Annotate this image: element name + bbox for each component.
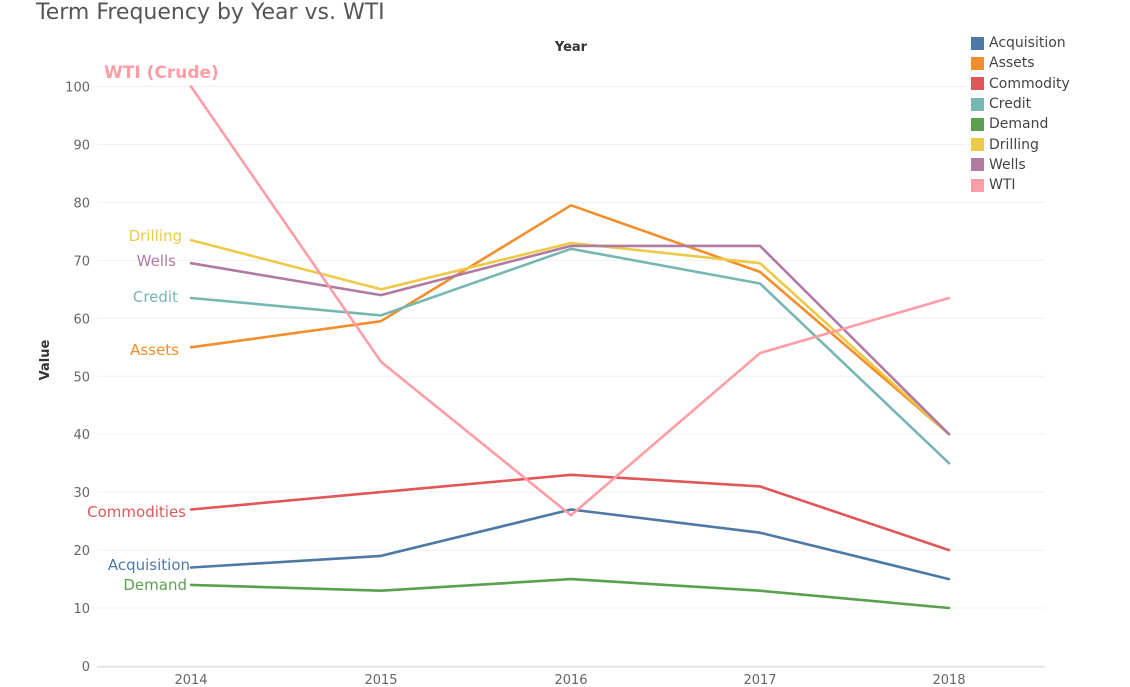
legend-label: Credit [989, 96, 1032, 113]
legend-label: Assets [989, 55, 1035, 72]
legend-label: Drilling [989, 136, 1039, 153]
x-axis-title: Year [554, 40, 588, 55]
legend-label: WTI [989, 177, 1016, 194]
y-axis-title: Value [38, 339, 53, 380]
x-tick-label: 2018 [932, 673, 965, 687]
series-labels: Acquisition Assets Commodities Credit Demand… [87, 63, 219, 594]
y-tick-label: 50 [73, 370, 90, 385]
legend-label: Acquisition [989, 35, 1066, 52]
y-tick-label: 70 [73, 254, 90, 269]
legend-item-demand[interactable]: Demand [966, 114, 1096, 134]
y-tick-label: 40 [73, 428, 90, 443]
y-tick-label: 30 [73, 486, 90, 501]
series-label-drilling: Drilling [129, 227, 182, 245]
x-tick-label: 2014 [174, 673, 207, 687]
series-lines [189, 85, 951, 610]
legend: Acquisition Assets Commodity Credit Demand Dr… [966, 33, 1096, 196]
y-tick-label: 0 [82, 660, 90, 675]
series-label-assets: Assets [130, 341, 179, 359]
series-label-credit: Credit [133, 288, 178, 306]
legend-swatch [971, 117, 984, 131]
chart-title: Term Frequency by Year vs. WTI [36, 0, 385, 25]
gridlines [97, 86, 1045, 667]
series-line-assets [189, 204, 951, 436]
legend-item-drilling[interactable]: Drilling [966, 134, 1096, 154]
legend-swatch [971, 77, 984, 91]
legend-swatch [971, 138, 984, 152]
legend-label: Demand [989, 116, 1049, 133]
y-tick-label: 80 [73, 196, 90, 211]
y-tick-label: 10 [73, 602, 90, 617]
x-tick-label: 2015 [364, 673, 397, 687]
series-label-wti: WTI (Crude) [104, 63, 219, 83]
series-line-acquisition [189, 508, 951, 581]
legend-item-commodity[interactable]: Commodity [966, 74, 1096, 94]
series-label-acquisition: Acquisition [108, 556, 190, 574]
series-line-drilling [189, 238, 951, 436]
legend-label: Commodity [989, 75, 1070, 92]
axes: 0 10 20 30 40 50 60 70 80 90 100 2014 2015 2016 2017 20… [38, 40, 1045, 687]
legend-swatch [971, 178, 984, 192]
legend-item-credit[interactable]: Credit [966, 94, 1096, 114]
legend-item-wells[interactable]: Wells [966, 155, 1096, 175]
legend-swatch [971, 56, 984, 70]
x-tick-label: 2016 [554, 673, 587, 687]
y-tick-label: 90 [73, 138, 90, 153]
series-line-commodity [189, 473, 951, 552]
legend-swatch [971, 36, 984, 50]
legend-item-assets[interactable]: Assets [966, 53, 1096, 73]
legend-item-wti[interactable]: WTI [966, 175, 1096, 195]
series-label-wells: Wells [137, 252, 177, 270]
y-tick-label: 100 [65, 81, 90, 96]
legend-label: Wells [989, 156, 1026, 173]
series-label-demand: Demand [123, 576, 187, 594]
legend-swatch [971, 97, 984, 111]
legend-swatch [971, 158, 984, 172]
x-tick-label: 2017 [743, 673, 776, 687]
series-line-wells [189, 244, 951, 436]
series-label-commodity: Commodities [87, 503, 186, 521]
series-line-wti [189, 85, 951, 517]
legend-item-acquisition[interactable]: Acquisition [966, 33, 1096, 53]
series-line-credit [189, 247, 951, 465]
y-tick-label: 60 [73, 312, 90, 327]
y-tick-label: 20 [73, 544, 90, 559]
series-line-demand [189, 577, 951, 610]
